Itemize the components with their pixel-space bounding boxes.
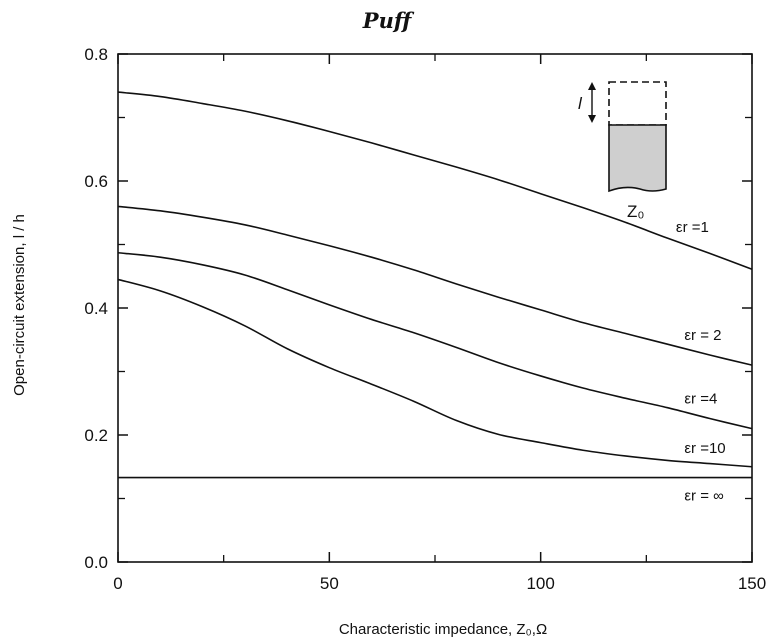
inset-impedance-label: Z₀ xyxy=(627,202,644,221)
inset-diagram: l Z₀ xyxy=(578,81,667,221)
inset-arrow-down-icon xyxy=(588,115,596,123)
series-label-2: εr = 2 xyxy=(684,327,721,344)
axis-ticks: 0 50 100 150 0.0 0.2 0.4 0.6 0.8 xyxy=(84,45,766,593)
series-line-4 xyxy=(117,278,753,468)
series-line-3 xyxy=(117,251,753,430)
series-line-2 xyxy=(117,205,753,366)
x-tick-label: 50 xyxy=(320,574,339,593)
inset-conductor xyxy=(608,124,667,193)
y-tick-label: 0.0 xyxy=(84,553,108,572)
y-tick-label: 0.4 xyxy=(84,299,108,318)
series-label-4: εr =10 xyxy=(684,440,725,457)
series-line-1 xyxy=(117,91,753,271)
series-labels: εr =1 εr = 2 εr =4 εr =10 εr = ∞ xyxy=(676,219,726,505)
series-label-1: εr =1 xyxy=(676,219,709,236)
x-tick-label: 150 xyxy=(738,574,766,593)
x-tick-label: 0 xyxy=(113,574,122,593)
y-tick-label: 0.2 xyxy=(84,426,108,445)
y-tick-label: 0.8 xyxy=(84,45,108,64)
y-axis-label: Open-circuit extension, l / h xyxy=(11,214,28,396)
series-label-5: εr = ∞ xyxy=(684,487,724,504)
x-tick-label: 100 xyxy=(526,574,554,593)
inset-arrow-up-icon xyxy=(588,82,596,90)
inset-length-label: l xyxy=(578,94,583,113)
inset-open-extension xyxy=(608,81,667,126)
series-layer xyxy=(117,91,753,479)
page-title: Puff xyxy=(362,8,412,33)
series-label-3: εr =4 xyxy=(684,390,717,407)
x-axis-label: Characteristic impedance, Z₀,Ω xyxy=(339,621,547,638)
y-tick-label: 0.6 xyxy=(84,172,108,191)
